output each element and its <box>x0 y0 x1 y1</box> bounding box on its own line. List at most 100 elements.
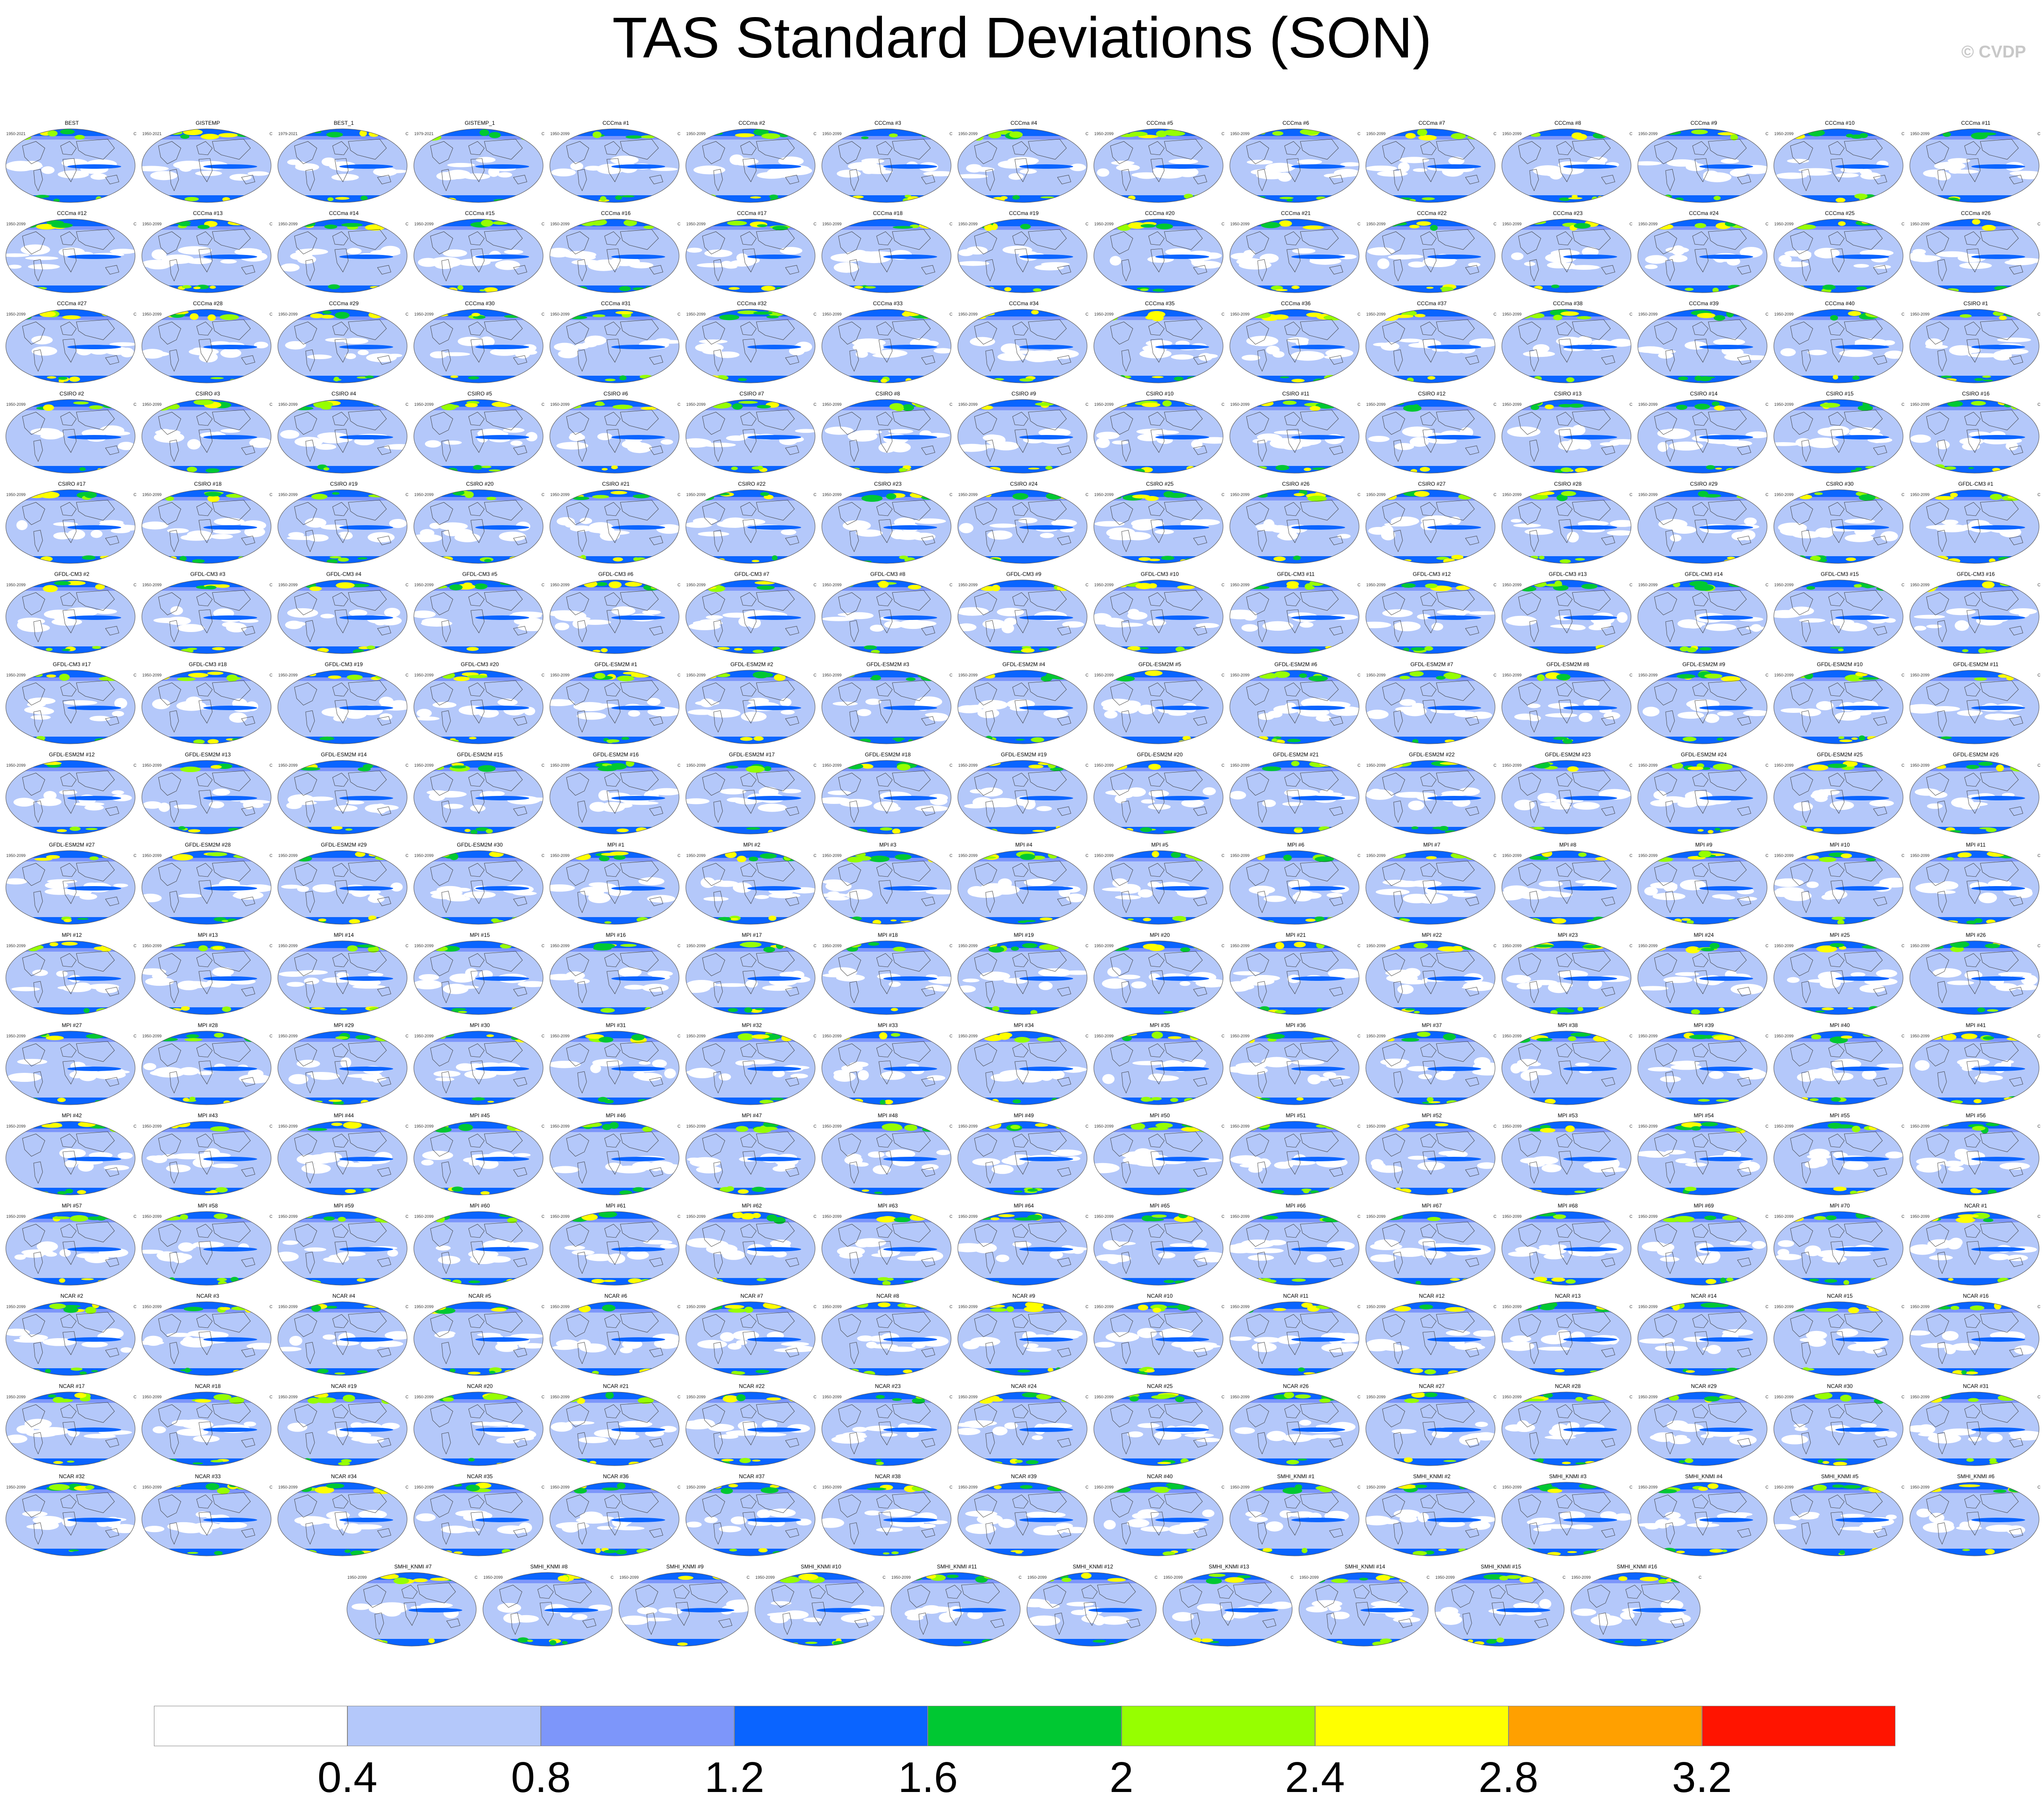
panel-units: C <box>1901 583 1905 587</box>
panel-title: GFDL-CM3 #14 <box>1684 571 1723 577</box>
panel-title: MPI #9 <box>1695 842 1712 848</box>
panel-units: C <box>1493 1124 1497 1129</box>
world-map <box>957 850 1088 925</box>
map-panel: CCCma #2 1950-2099 C <box>684 119 819 204</box>
panel-years: 1950-2099 <box>686 1485 706 1489</box>
panel-years: 1950-2099 <box>1910 1214 1930 1219</box>
panel-years: 1950-2099 <box>822 944 842 948</box>
world-map <box>1773 1031 1904 1105</box>
panel-title: CCCma #8 <box>1554 120 1581 126</box>
panel-units: C <box>541 402 545 407</box>
panel-units: C <box>1426 1575 1430 1580</box>
panel-units: C <box>1629 944 1633 948</box>
map-panel: GFDL-ESM2M #3 1950-2099 C <box>820 660 955 746</box>
panel-title: SMHI_KNMI #7 <box>394 1563 432 1570</box>
panel-units: C <box>2037 222 2041 226</box>
panel-units: C <box>133 673 137 677</box>
map-panel: GFDL-CM3 #2 1950-2099 C <box>4 570 139 655</box>
panel-title: NCAR #38 <box>875 1473 901 1480</box>
world-map <box>957 1482 1088 1556</box>
world-map <box>141 309 272 383</box>
map-panel: CCCma #37 1950-2099 C <box>1364 299 1499 385</box>
world-map <box>1637 1031 1768 1105</box>
panel-years: 1950-2099 <box>822 583 842 587</box>
map-panel: MPI #61 1950-2099 C <box>548 1202 683 1287</box>
world-map <box>1773 1301 1904 1376</box>
world-map <box>957 670 1088 744</box>
world-map <box>1501 489 1632 564</box>
panel-title: NCAR #11 <box>1283 1293 1309 1299</box>
panel-units: C <box>541 1395 545 1399</box>
map-panel: CCCma #10 1950-2099 C <box>1772 119 1907 204</box>
world-map <box>1365 850 1496 925</box>
world-map <box>1093 1031 1224 1105</box>
panel-years: 1950-2099 <box>1435 1575 1455 1580</box>
panel-title: GFDL-CM3 #8 <box>870 571 906 577</box>
world-map <box>277 940 408 1015</box>
panel-units: C <box>1221 132 1225 136</box>
panel-years: 1950-2099 <box>958 673 978 677</box>
world-map <box>5 399 136 474</box>
panel-units: C <box>2037 853 2041 858</box>
panel-units: C <box>1085 1214 1089 1219</box>
colorbar-tick-label: 0.4 <box>317 1753 377 1801</box>
panel-units: C <box>1493 222 1497 226</box>
panel-years: 1950-2099 <box>1230 583 1250 587</box>
map-panel: CSIRO #27 1950-2099 C <box>1364 480 1499 565</box>
panel-units: C <box>405 1304 409 1309</box>
panel-title: MPI #70 <box>1829 1203 1850 1209</box>
panel-units: C <box>269 853 273 858</box>
panel-title: CCCma #39 <box>1689 300 1719 307</box>
panel-units: C <box>1493 312 1497 316</box>
panel-years: 1950-2099 <box>1230 222 1250 226</box>
world-map <box>957 1392 1088 1466</box>
panel-years: 1950-2099 <box>1502 222 1522 226</box>
panel-title: GFDL-ESM2M #15 <box>456 751 503 758</box>
colorbar-tick-label: 0.8 <box>511 1753 571 1801</box>
panel-units: C <box>1901 1485 1905 1489</box>
panel-units: C <box>1493 853 1497 858</box>
panel-title: GFDL-ESM2M #11 <box>1953 661 1999 668</box>
panel-years: 1950-2099 <box>1774 853 1794 858</box>
map-panel: NCAR #35 1950-2099 C <box>412 1472 547 1558</box>
world-map <box>1501 580 1632 654</box>
map-panel: NCAR #39 1950-2099 C <box>956 1472 1091 1558</box>
world-map <box>1434 1572 1565 1647</box>
panel-title: MPI #13 <box>197 932 218 938</box>
panel-title: MPI #37 <box>1421 1022 1442 1028</box>
world-map <box>957 580 1088 654</box>
panel-years: 1950-2099 <box>1638 673 1658 677</box>
map-panel: GFDL-ESM2M #1 1950-2099 C <box>548 660 683 746</box>
panel-title: GFDL-ESM2M #30 <box>456 842 503 848</box>
map-panel: MPI #38 1950-2099 C <box>1500 1021 1635 1107</box>
panel-title: CCCma #32 <box>737 300 767 307</box>
world-map <box>413 1031 544 1105</box>
panel-title: GFDL-ESM2M #20 <box>1136 751 1183 758</box>
panel-units: C <box>2037 1214 2041 1219</box>
panel-years: 1950-2099 <box>822 312 842 316</box>
panel-title: BEST <box>65 120 79 126</box>
world-map <box>1501 670 1632 744</box>
world-map <box>1773 850 1904 925</box>
panel-years: 1950-2099 <box>1638 763 1658 768</box>
panel-title: NCAR #10 <box>1147 1293 1173 1299</box>
panel-years: 1950-2099 <box>550 673 570 677</box>
map-panel: GFDL-CM3 #13 1950-2099 C <box>1500 570 1635 655</box>
panel-units: C <box>949 1304 953 1309</box>
panel-units: C <box>677 1124 681 1129</box>
panel-title: SMHI_KNMI #10 <box>800 1563 842 1570</box>
world-map <box>1773 219 1904 293</box>
panel-title: CCCma #14 <box>329 210 359 216</box>
world-map <box>549 760 680 834</box>
panel-units: C <box>1221 583 1225 587</box>
panel-units: C <box>269 1214 273 1219</box>
map-panel: MPI #18 1950-2099 C <box>820 931 955 1016</box>
panel-units: C <box>1357 853 1361 858</box>
panel-years: 1950-2099 <box>1094 1034 1114 1038</box>
world-map <box>1637 399 1768 474</box>
panel-title: GFDL-ESM2M #3 <box>866 661 909 668</box>
panel-units: C <box>269 132 273 136</box>
panel-title: SMHI_KNMI #9 <box>666 1563 704 1570</box>
map-panel: MPI #40 1950-2099 C <box>1772 1021 1907 1107</box>
colorbar-box <box>1508 1706 1702 1746</box>
